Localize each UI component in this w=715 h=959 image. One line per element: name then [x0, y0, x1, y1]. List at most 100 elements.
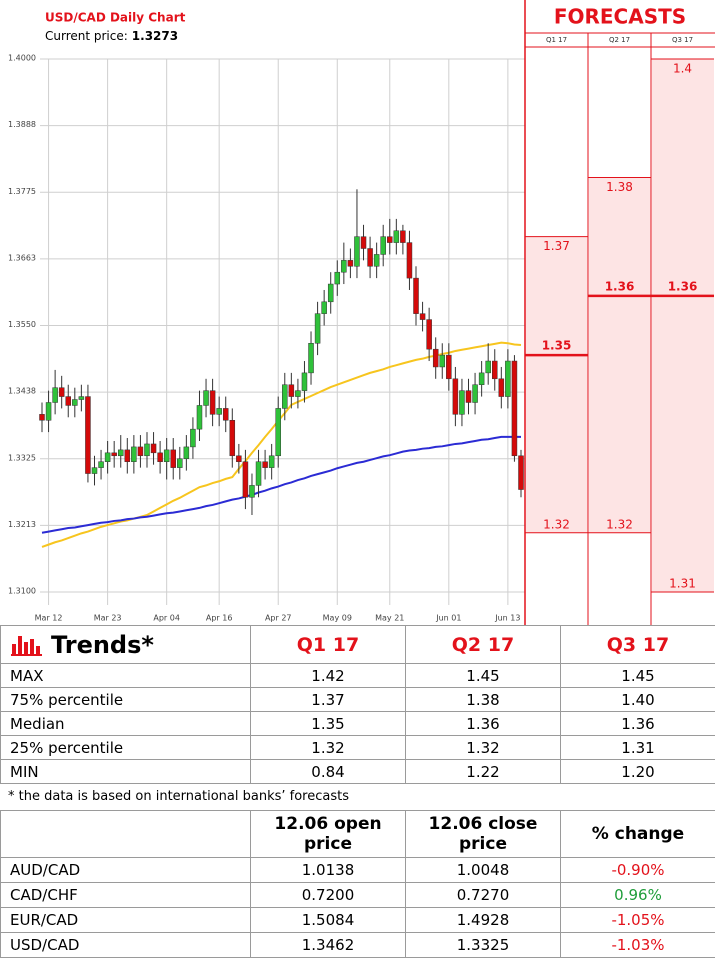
candle-body — [39, 414, 45, 421]
trends-table: Trends* Q1 17 Q2 17 Q3 17 MAX 1.42 1.45 1.45 75%… — [0, 625, 715, 784]
candle-body — [150, 443, 157, 454]
candle-body — [124, 449, 131, 462]
value-cell: 1.32 — [405, 735, 561, 760]
table-row: 25% percentile 1.32 1.32 1.31 — [0, 735, 715, 760]
candle-body — [236, 455, 242, 462]
candle-body — [144, 443, 150, 457]
candle-body — [183, 446, 190, 459]
candle-body — [98, 461, 104, 468]
value-cell: 1.40 — [560, 687, 715, 712]
x-tick-label: Apr 16 — [206, 614, 233, 623]
candle-body — [170, 449, 176, 468]
candle-body — [387, 236, 393, 243]
upper-label: 1.38 — [606, 180, 633, 194]
row-label: MAX — [0, 663, 251, 688]
candle-body — [52, 387, 58, 403]
candle-body — [308, 343, 314, 374]
upper-label: 1.4 — [673, 62, 692, 76]
candle-body — [367, 248, 373, 267]
x-tick-label: May 09 — [323, 614, 352, 623]
lower-label: 1.32 — [543, 517, 570, 531]
value-cell: 1.31 — [560, 735, 715, 760]
table-row: USD/CAD 1.3462 1.3325 -1.03% — [0, 932, 715, 958]
candle-body — [242, 461, 249, 498]
x-tick-label: May 21 — [375, 614, 404, 623]
candle-body — [78, 396, 85, 400]
table-title-cell: Trends* — [0, 625, 251, 664]
candle-body — [249, 485, 255, 498]
y-tick-label: 1.3100 — [8, 587, 36, 596]
value-cell: 0.84 — [250, 759, 406, 784]
candle-body — [196, 405, 203, 430]
forecast-title: FORECASTS — [554, 5, 686, 29]
change-cell: -1.03% — [560, 932, 715, 958]
change-cell: -1.05% — [560, 907, 715, 933]
candle-body — [426, 319, 432, 350]
column-header-text: 12.06 close price — [428, 814, 538, 854]
candle-body — [446, 354, 452, 380]
candle-body — [282, 384, 288, 409]
x-tick-label: Jun 13 — [494, 614, 520, 623]
table-row: CAD/CHF 0.7200 0.7270 0.96% — [0, 882, 715, 908]
candle-body — [104, 452, 111, 462]
candle-body — [327, 283, 334, 303]
candle-body — [413, 277, 419, 314]
upper-label: 1.37 — [543, 239, 570, 253]
candle-body — [275, 408, 281, 457]
candle-body — [91, 467, 98, 474]
row-label: AUD/CAD — [0, 857, 251, 883]
x-tick-label: Mar 23 — [94, 614, 122, 623]
price-cell: 1.0138 — [250, 857, 406, 883]
candle-body — [393, 230, 400, 243]
candle-body — [255, 461, 262, 486]
column-header-text: 12.06 open price — [274, 814, 382, 854]
row-label: 75% percentile — [0, 687, 251, 712]
moving-average-line — [41, 341, 522, 548]
candle-body — [268, 455, 275, 468]
column-header: Q2 17 — [405, 625, 561, 664]
candle-body — [347, 260, 354, 267]
candle-body — [452, 378, 459, 415]
y-tick-label: 1.3663 — [8, 253, 36, 262]
row-label: Median — [0, 711, 251, 736]
column-header-text: % change — [591, 824, 685, 844]
column-header: Q3 17 — [560, 625, 715, 664]
chart-panel: USD/CAD Daily Chart Current price: 1.3273… — [8, 0, 715, 625]
x-tick-label: Apr 04 — [153, 614, 180, 623]
header-row: Trends* Q1 17 Q2 17 Q3 17 — [0, 625, 715, 664]
candle-body — [465, 390, 472, 403]
table-row: MIN 0.84 1.22 1.20 — [0, 759, 715, 784]
candle-body — [459, 390, 465, 415]
column-header: 12.06 open price — [250, 810, 406, 858]
value-cell: 1.37 — [250, 687, 406, 712]
candle-body — [373, 254, 380, 267]
table-row: MAX 1.42 1.45 1.45 — [0, 663, 715, 688]
chart-title: USD/CAD Daily Chart — [45, 11, 186, 25]
change-cell: -0.90% — [560, 857, 715, 883]
y-tick-label: 1.3775 — [8, 187, 36, 196]
x-tick-label: Mar 12 — [35, 614, 63, 623]
candle-body — [505, 360, 511, 397]
candle-body — [380, 236, 386, 255]
column-label: Q2 17 — [609, 36, 630, 44]
row-label: EUR/CAD — [0, 907, 251, 933]
candle-body — [485, 360, 491, 374]
footnote: * the data is based on international ban… — [8, 789, 349, 804]
candle-body — [262, 461, 268, 468]
candle-body — [301, 372, 308, 391]
x-tick-label: Jun 01 — [435, 614, 461, 623]
candle-body — [222, 408, 229, 421]
y-tick-label: 1.3325 — [8, 453, 36, 462]
table-row: 75% percentile 1.37 1.38 1.40 — [0, 687, 715, 712]
candle-body — [334, 271, 341, 285]
candle-body — [472, 384, 478, 403]
price-cell: 1.0048 — [405, 857, 561, 883]
empty-header — [0, 810, 251, 858]
value-cell: 1.36 — [405, 711, 561, 736]
candle-body — [341, 260, 347, 273]
row-label: USD/CAD — [0, 932, 251, 958]
table-row: EUR/CAD 1.5084 1.4928 -1.05% — [0, 907, 715, 933]
value-cell: 1.22 — [405, 759, 561, 784]
trend-icon — [11, 635, 42, 656]
candle-body — [177, 458, 183, 468]
